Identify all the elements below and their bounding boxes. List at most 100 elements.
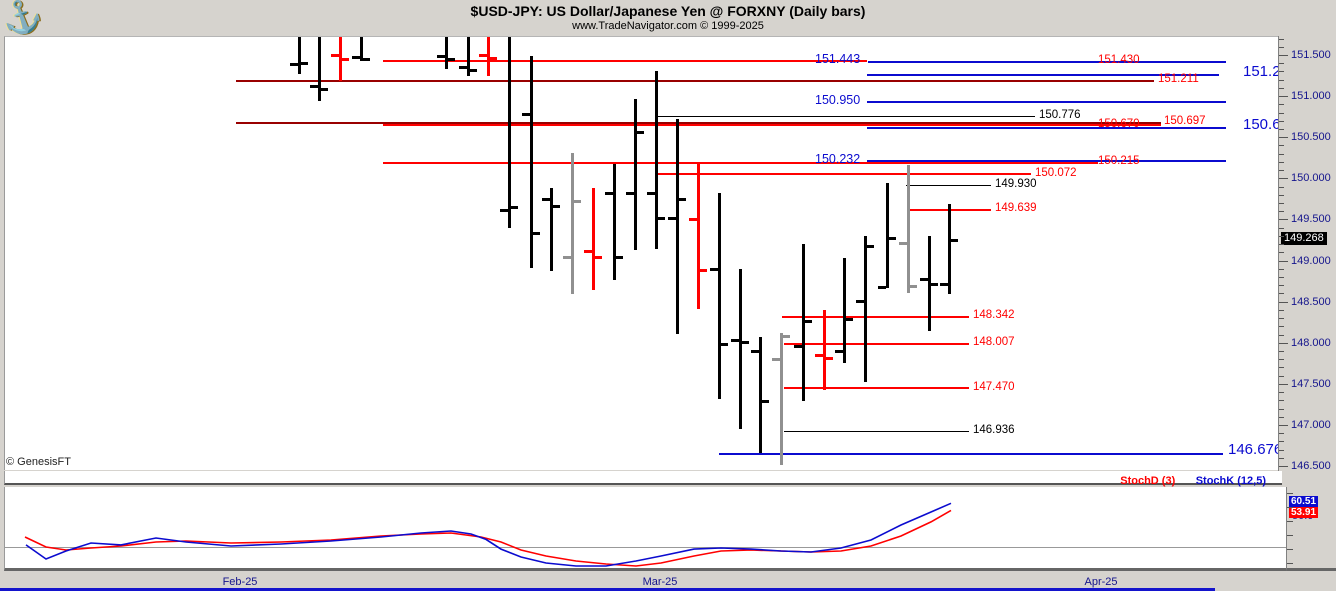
ohlc-bar[interactable] — [759, 337, 762, 453]
ohlc-bar[interactable] — [864, 236, 867, 383]
open-tick — [352, 55, 360, 59]
price-level-line[interactable] — [867, 160, 1226, 163]
price-axis[interactable]: 149.268 151.500 151.000 150.500 150.000 149.… — [1278, 36, 1336, 472]
axis-tick — [1279, 71, 1284, 73]
stochk-line[interactable] — [25, 502, 952, 567]
axis-tick — [1279, 145, 1284, 147]
price-level-line[interactable] — [383, 59, 867, 62]
date-axis[interactable]: Feb-25 Mar-25 Apr-25 — [0, 574, 1336, 591]
ohlc-bar[interactable] — [445, 37, 448, 70]
ohlc-bar[interactable] — [886, 183, 889, 288]
ohlc-bar[interactable] — [360, 37, 363, 61]
open-tick — [878, 286, 886, 289]
stochastic-legend-bar: StochD (3) StochK (12,5) — [4, 471, 1282, 487]
price-level-line[interactable] — [782, 315, 969, 318]
ohlc-bar[interactable] — [571, 153, 574, 295]
ohlc-bar[interactable] — [843, 258, 846, 363]
axis-tick — [1279, 441, 1284, 443]
price-axis-label: 151.000 — [1291, 90, 1331, 103]
ohlc-bar[interactable] — [592, 188, 595, 291]
ohlc-bar[interactable] — [613, 163, 616, 280]
ohlc-bar[interactable] — [739, 268, 742, 430]
price-level-label: 151.430 — [1098, 53, 1140, 66]
price-level-label: 151.443 — [815, 52, 861, 67]
close-tick — [909, 285, 917, 289]
axis-tick — [1279, 153, 1284, 155]
ohlc-bar[interactable] — [508, 37, 511, 228]
chart-title: $USD-JPY: US Dollar/Japanese Yen @ FORXN… — [470, 3, 866, 19]
ohlc-bar[interactable] — [339, 37, 342, 81]
stochastic-panel[interactable] — [4, 487, 1286, 571]
ohlc-bar[interactable] — [530, 56, 533, 269]
axis-tick — [1279, 194, 1284, 196]
price-level-line[interactable] — [719, 452, 1223, 455]
ohlc-bar[interactable] — [697, 163, 700, 310]
ohlc-bar[interactable] — [298, 37, 301, 75]
open-tick — [751, 350, 759, 354]
ohlc-bar[interactable] — [948, 204, 951, 295]
axis-tick — [1279, 400, 1284, 402]
axis-tick — [1279, 433, 1284, 435]
price-level-line[interactable] — [658, 115, 1035, 117]
open-tick — [522, 112, 530, 116]
stochd-line[interactable] — [24, 509, 952, 567]
axis-tick — [1279, 260, 1288, 262]
last-price-badge: 149.268 — [1281, 231, 1327, 245]
price-level-line[interactable] — [236, 122, 1161, 124]
axis-tick — [1279, 203, 1284, 204]
ohlc-bar[interactable] — [487, 37, 490, 76]
close-tick — [950, 238, 958, 242]
axis-tick — [1279, 120, 1284, 122]
price-level-line[interactable] — [656, 173, 1031, 176]
ohlc-bar[interactable] — [928, 236, 931, 332]
open-tick — [794, 345, 802, 349]
axis-tick — [1279, 367, 1284, 369]
price-level-line[interactable] — [383, 161, 1098, 164]
stochk-legend-label[interactable]: StochK (12,5) — [1195, 475, 1266, 487]
close-tick — [552, 205, 560, 209]
axis-tick — [1279, 129, 1284, 130]
axis-tick — [1287, 535, 1293, 536]
stochd-legend-label[interactable]: StochD (3) — [1120, 475, 1176, 487]
close-tick — [866, 244, 874, 248]
price-level-line[interactable] — [236, 79, 1154, 82]
axis-tick — [1287, 507, 1293, 508]
ohlc-bar[interactable] — [780, 333, 783, 465]
ohlc-bar[interactable] — [718, 192, 721, 399]
ohlc-bar[interactable] — [676, 119, 679, 334]
stochastic-axis[interactable]: 50.0 60.51 53.91 — [1286, 487, 1336, 571]
ohlc-bar[interactable] — [907, 165, 910, 293]
price-level-line[interactable] — [867, 127, 1226, 129]
price-level-line[interactable] — [784, 343, 969, 346]
open-tick — [437, 55, 445, 58]
price-level-line[interactable] — [868, 60, 1226, 63]
ohlc-bar[interactable] — [550, 188, 553, 272]
price-level-line[interactable] — [383, 124, 1161, 127]
stochastic-curves — [24, 502, 952, 567]
ohlc-bar[interactable] — [318, 37, 321, 102]
axis-tick — [1279, 301, 1288, 303]
price-level-label: 150.776 — [1039, 108, 1081, 121]
axis-tick — [1279, 392, 1284, 393]
ohlc-bar[interactable] — [467, 37, 470, 76]
ohlc-bar[interactable] — [802, 244, 805, 402]
price-level-line[interactable] — [867, 101, 1226, 104]
price-axis-label: 151.500 — [1291, 49, 1331, 61]
ohlc-bar[interactable] — [634, 98, 637, 250]
axis-tick — [1279, 318, 1284, 319]
price-level-line[interactable] — [784, 431, 969, 433]
price-level-line[interactable] — [906, 185, 991, 187]
price-level-line[interactable] — [784, 387, 969, 390]
ohlc-bar[interactable] — [655, 70, 658, 250]
price-level-label: 151.211 — [1158, 73, 1199, 85]
price-chart-plot-area[interactable]: 151.443 151.430 151.279 151.211 150.950 150.7… — [4, 36, 1278, 470]
price-level-line[interactable] — [867, 74, 1219, 77]
axis-tick — [1279, 244, 1284, 246]
open-tick — [899, 242, 907, 246]
price-level-label: 151.279 — [1243, 62, 1278, 80]
ohlc-bar[interactable] — [823, 310, 826, 390]
axis-tick — [1279, 408, 1284, 410]
axis-tick — [1279, 326, 1284, 328]
open-tick — [731, 338, 739, 342]
price-axis-label: 149.500 — [1291, 213, 1331, 226]
